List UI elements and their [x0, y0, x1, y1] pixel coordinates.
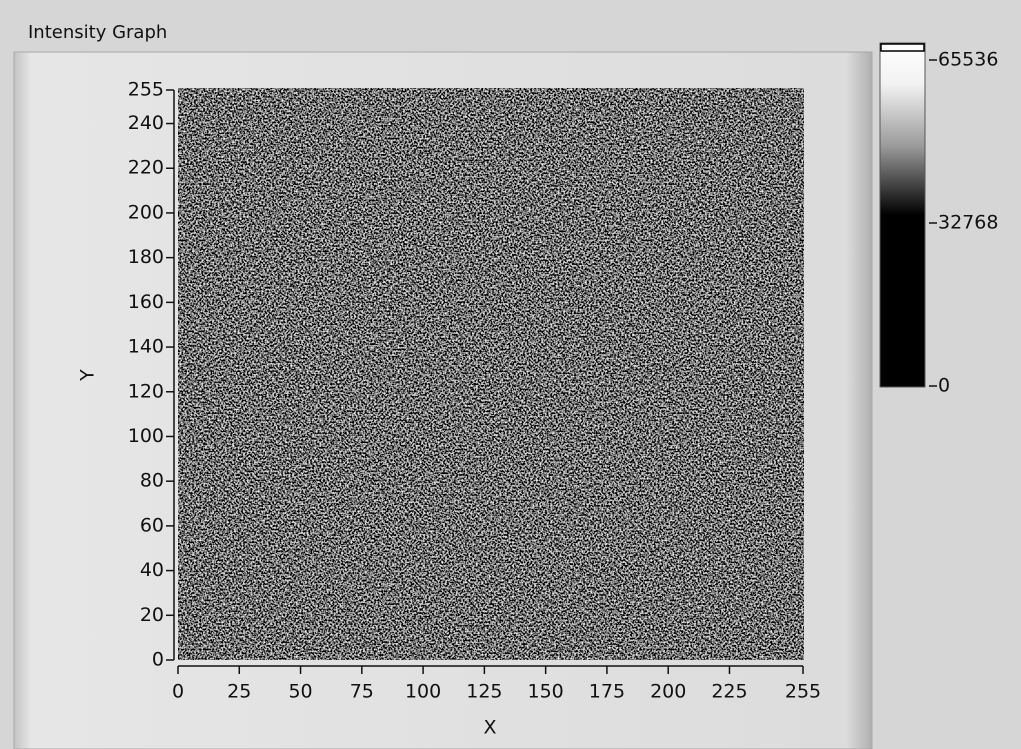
y-tick-label: 0 — [152, 649, 164, 671]
y-tick-label: 180 — [128, 246, 164, 268]
x-tick-label: 100 — [405, 681, 441, 703]
intensity-image — [178, 88, 804, 660]
y-tick-label: 140 — [128, 336, 164, 358]
y-tick-label: 120 — [128, 380, 164, 402]
y-tick-label: 200 — [128, 201, 164, 223]
x-tick-label: 175 — [589, 681, 625, 703]
x-tick-label: 200 — [650, 681, 686, 703]
y-axis-title: Y — [77, 369, 99, 382]
x-tick-label: 50 — [288, 681, 312, 703]
x-tick-label: 75 — [350, 681, 374, 703]
x-tick-label: 125 — [466, 681, 502, 703]
y-tick-label: 100 — [128, 425, 164, 447]
x-tick-label: 0 — [172, 681, 184, 703]
y-tick-label: 240 — [128, 112, 164, 134]
color-scale — [879, 42, 926, 388]
color-tick-label: 0 — [938, 375, 950, 397]
y-tick-label: 60 — [140, 514, 164, 536]
color-tick-label: 32768 — [938, 212, 998, 234]
color-tick-label: 65536 — [938, 49, 998, 71]
y-tick-label: 220 — [128, 157, 164, 179]
y-tick-label: 40 — [140, 559, 164, 581]
x-axis-title: X — [483, 717, 496, 739]
x-tick-label: 225 — [711, 681, 747, 703]
control-label: Intensity Graph — [28, 22, 167, 43]
x-tick-label: 25 — [227, 681, 251, 703]
y-tick-label: 160 — [128, 291, 164, 313]
y-tick-label: 20 — [140, 604, 164, 626]
y-tick-label: 255 — [128, 79, 164, 101]
y-tick-label: 80 — [140, 470, 164, 492]
x-tick-label: 255 — [785, 681, 821, 703]
x-tick-label: 150 — [528, 681, 564, 703]
color-scale-marker — [880, 43, 925, 52]
